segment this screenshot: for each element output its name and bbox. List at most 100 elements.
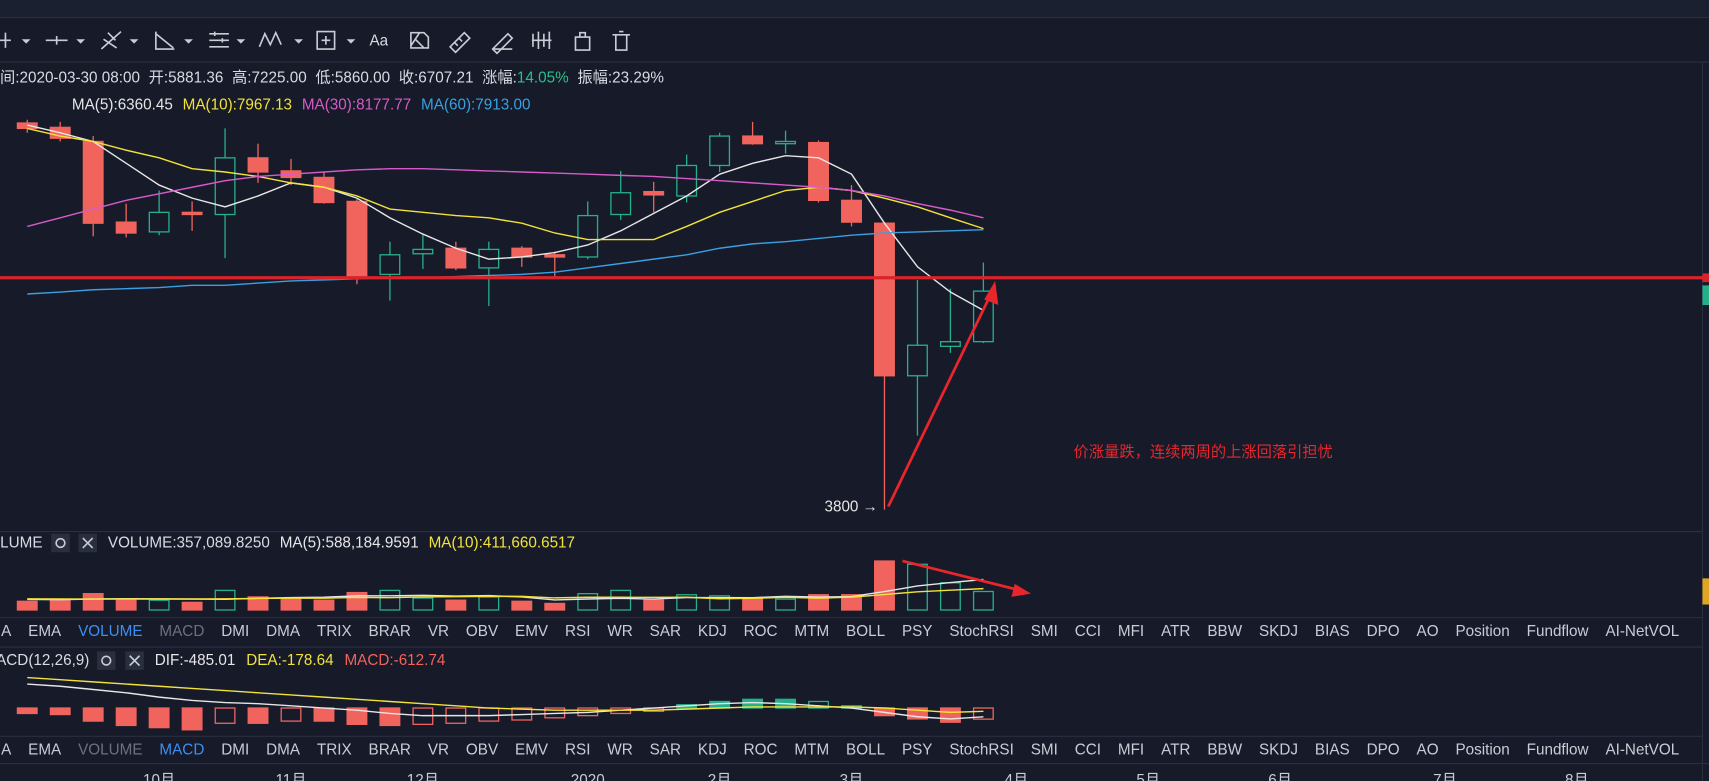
indicator-tab[interactable]: BRAR — [369, 623, 411, 640]
cross — [129, 655, 141, 667]
macd-line — [27, 676, 984, 714]
indicator-tab[interactable]: A — [1, 742, 12, 759]
eraser-tool[interactable] — [491, 32, 514, 55]
indicator-tab[interactable]: WR — [607, 742, 632, 759]
dropdown[interactable] — [184, 39, 193, 44]
indicator-tab[interactable]: ATR — [1161, 623, 1190, 640]
indicator-tab[interactable]: WR — [607, 623, 632, 640]
ruler-tool[interactable] — [448, 31, 471, 54]
indicator-tab[interactable]: EMV — [515, 742, 549, 759]
indicator-tab[interactable]: Position — [1455, 742, 1509, 759]
indicator-tab[interactable]: DMI — [221, 742, 249, 759]
indicator-tab[interactable]: StochRSI — [949, 742, 1013, 759]
indicator-tab[interactable]: CCI — [1075, 623, 1101, 640]
volume-bar — [280, 598, 302, 611]
indicator-tab[interactable]: MTM — [794, 742, 829, 759]
shape-tool[interactable] — [316, 30, 336, 50]
channel-tool[interactable] — [100, 30, 122, 50]
indicator-tab[interactable]: VOLUME — [78, 742, 142, 759]
indicator-tab[interactable]: BIAS — [1315, 742, 1350, 759]
brush-tool[interactable] — [410, 31, 430, 49]
indicator-tab[interactable]: ROC — [744, 623, 778, 640]
indicator-tab[interactable]: KDJ — [698, 742, 727, 759]
indicator-tab[interactable]: MTM — [794, 623, 829, 640]
indicator-tab[interactable]: MFI — [1118, 623, 1144, 640]
indicator-tab[interactable]: RSI — [565, 742, 590, 759]
settings-icon[interactable] — [97, 651, 116, 670]
indicator-tab[interactable]: Position — [1455, 623, 1509, 640]
dropdown[interactable] — [21, 39, 31, 44]
indicator-tab[interactable]: PSY — [902, 742, 933, 759]
indicator-tab[interactable]: PSY — [902, 623, 933, 640]
indicator-tab[interactable]: KDJ — [698, 623, 727, 640]
gear — [101, 655, 112, 666]
indicator-tab[interactable]: VR — [428, 742, 449, 759]
dropdown[interactable] — [129, 39, 139, 44]
indicator-tab[interactable]: MACD — [159, 742, 204, 759]
indicator-tab[interactable]: A — [1, 623, 12, 640]
line-tool[interactable] — [45, 35, 68, 45]
indicator-tab[interactable]: DMA — [266, 742, 301, 759]
indicator-tab[interactable]: OBV — [466, 742, 499, 759]
candle-body — [115, 221, 137, 234]
indicator-tab[interactable]: ROC — [744, 742, 778, 759]
crosshair-tool[interactable] — [0, 32, 11, 48]
indicator-tab[interactable]: DMI — [221, 623, 249, 640]
indicator-tab[interactable]: ATR — [1161, 742, 1190, 759]
dropdown[interactable] — [294, 39, 303, 44]
angle-tool[interactable] — [155, 31, 175, 50]
indicator-tab[interactable]: EMA — [28, 623, 62, 640]
indicator-tab[interactable]: BIAS — [1315, 623, 1350, 640]
candle-body — [148, 211, 170, 233]
wave-tool[interactable] — [258, 30, 282, 48]
indicator-tab[interactable]: SAR — [650, 623, 681, 640]
indicator-tab[interactable]: VR — [428, 623, 449, 640]
indicator-tab[interactable]: BRAR — [369, 742, 411, 759]
indicator-tab[interactable]: AI-NetVOL — [1605, 742, 1679, 759]
indicator-tab[interactable]: TRIX — [317, 623, 352, 640]
indicator-tab[interactable]: DPO — [1367, 742, 1400, 759]
indicator-tab[interactable]: BOLL — [846, 623, 885, 640]
settings-icon[interactable] — [51, 533, 70, 553]
drawn-arrow[interactable] — [902, 559, 1025, 593]
indicator-tab[interactable]: AO — [1417, 623, 1439, 640]
indicator-tab[interactable]: VOLUME — [78, 623, 142, 640]
indicator-tab[interactable]: BBW — [1207, 623, 1242, 640]
indicator-tab[interactable]: BBW — [1207, 742, 1242, 759]
drawn-arrow[interactable] — [887, 284, 997, 508]
indicator-tab[interactable]: AI-NetVOL — [1605, 623, 1679, 640]
indicator-tab[interactable]: SMI — [1031, 623, 1058, 640]
dropdown[interactable] — [76, 39, 86, 44]
indicator-tab[interactable]: OBV — [466, 623, 499, 640]
indicator-tab[interactable]: RSI — [565, 623, 590, 640]
indicator-tab[interactable]: TRIX — [317, 742, 352, 759]
volume-bar — [16, 600, 38, 611]
indicator-tab[interactable]: AO — [1417, 742, 1439, 759]
indicator-tab[interactable]: SKDJ — [1259, 623, 1298, 640]
indicator-tab[interactable]: MACD — [159, 623, 204, 640]
indicator-tab[interactable]: EMA — [28, 742, 62, 759]
dropdown[interactable] — [346, 39, 356, 44]
indicator-tab[interactable]: SKDJ — [1259, 742, 1298, 759]
candle-body — [972, 290, 994, 343]
indicator-tab[interactable]: StochRSI — [949, 623, 1013, 640]
fib-tool[interactable] — [209, 31, 229, 48]
delete-tool[interactable] — [612, 30, 630, 51]
lock-tool[interactable] — [574, 31, 591, 51]
volume-bar — [214, 589, 236, 611]
indicator-tab[interactable]: EMV — [515, 623, 549, 640]
toolbar: Aa — [0, 30, 630, 55]
indicator-tab[interactable]: Fundflow — [1527, 742, 1590, 759]
indicator-tab[interactable]: DPO — [1367, 623, 1400, 640]
indicator-tab[interactable]: MFI — [1118, 742, 1144, 759]
indicator-tab[interactable]: BOLL — [846, 742, 885, 759]
magnet-tool[interactable] — [531, 31, 552, 50]
indicator-tab[interactable]: Fundflow — [1527, 623, 1590, 640]
dropdown[interactable] — [236, 39, 246, 44]
indicator-tab[interactable]: CCI — [1075, 742, 1101, 759]
indicator-tab[interactable]: SAR — [650, 742, 681, 759]
indicator-tab[interactable]: DMA — [266, 623, 301, 640]
text-tool[interactable]: Aa — [369, 32, 388, 49]
volume-bar — [181, 601, 203, 611]
indicator-tab[interactable]: SMI — [1031, 742, 1058, 759]
